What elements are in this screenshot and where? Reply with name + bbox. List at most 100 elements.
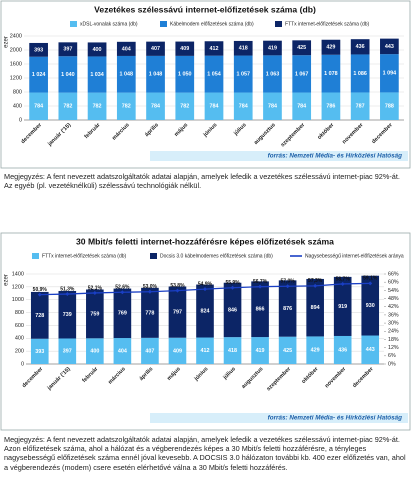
bar-segment bbox=[278, 280, 297, 337]
bar-segment bbox=[251, 337, 269, 364]
value-label: 1 067 bbox=[295, 71, 309, 77]
value-label: 784 bbox=[297, 104, 306, 110]
value-label: 824 bbox=[201, 308, 210, 314]
value-label: 418 bbox=[239, 46, 248, 52]
line-marker bbox=[92, 290, 97, 295]
y2-tick-label: 0% bbox=[388, 361, 396, 367]
value-label: 1 040 bbox=[61, 72, 75, 78]
value-label: 418 bbox=[228, 348, 237, 354]
bar-segment bbox=[233, 55, 253, 93]
value-label: 429 bbox=[311, 348, 320, 354]
value-label: 407 bbox=[145, 348, 154, 354]
value-label: 784 bbox=[34, 104, 43, 110]
value-label: 400 bbox=[93, 47, 102, 53]
value-label: 1 078 bbox=[324, 71, 338, 77]
value-label: 788 bbox=[385, 104, 394, 110]
legend-swatch bbox=[150, 253, 157, 259]
value-label: 782 bbox=[180, 104, 189, 110]
bar-segment bbox=[204, 55, 224, 93]
value-label: 782 bbox=[63, 104, 72, 110]
y2-tick-label: 66% bbox=[388, 271, 399, 277]
line-marker bbox=[368, 281, 373, 286]
value-label: 412 bbox=[201, 348, 210, 354]
line-marker bbox=[258, 284, 263, 289]
bar-segment bbox=[58, 338, 77, 364]
y2-tick-label: 12% bbox=[388, 345, 399, 351]
bar-segment bbox=[87, 92, 107, 120]
value-label: 436 bbox=[338, 347, 347, 353]
source: forrás: Nemzeti Média- és Hírközlési Hat… bbox=[268, 415, 403, 422]
legend-label: FTTx internet-előfizetések száma (db) bbox=[42, 253, 127, 259]
bar-segment bbox=[292, 55, 312, 93]
value-label: 778 bbox=[145, 310, 154, 316]
bar-segment bbox=[175, 92, 195, 120]
bar-segment bbox=[87, 56, 107, 93]
bar-segment bbox=[380, 92, 399, 120]
value-label: 1 086 bbox=[353, 71, 367, 77]
value-label: 436 bbox=[356, 44, 365, 50]
y-tick-label: 200 bbox=[15, 349, 24, 355]
value-label: 54,9% bbox=[198, 281, 213, 287]
value-label: 894 bbox=[311, 305, 320, 311]
value-label: 784 bbox=[239, 104, 248, 110]
value-label: 50,9% bbox=[33, 287, 48, 293]
y2-tick-label: 60% bbox=[388, 280, 399, 286]
line-marker bbox=[120, 290, 125, 295]
y-tick-label: 1000 bbox=[12, 297, 24, 303]
y-tick-label: 800 bbox=[15, 310, 24, 316]
bar-segment bbox=[333, 276, 352, 336]
value-label: 56,7% bbox=[253, 279, 268, 285]
value-label: 1 024 bbox=[32, 72, 46, 78]
bar-segment bbox=[361, 275, 380, 336]
value-label: 419 bbox=[256, 348, 265, 354]
bar-segment bbox=[58, 42, 78, 57]
bar-segment bbox=[146, 41, 165, 56]
chart-title: Vezetékes szélessávú internet-előfizetés… bbox=[94, 4, 316, 14]
bar-segment bbox=[58, 290, 77, 339]
bar-segment bbox=[350, 54, 370, 93]
value-label: 759 bbox=[90, 311, 99, 317]
bar-segment bbox=[251, 281, 269, 338]
line-marker bbox=[230, 285, 235, 290]
bar-segment bbox=[278, 336, 297, 364]
value-label: 58,7% bbox=[336, 276, 351, 282]
value-label: 1 034 bbox=[90, 72, 104, 78]
legend-label: Kábelmodem előfizetések száma (db) bbox=[170, 21, 254, 27]
bar-segment bbox=[350, 92, 370, 120]
line-marker bbox=[65, 292, 70, 297]
value-label: 1 054 bbox=[207, 72, 221, 78]
legend-label: Docsis 3.0 kábelmodemes előfizetések szá… bbox=[160, 253, 273, 259]
value-label: 787 bbox=[356, 104, 365, 110]
bar-segment bbox=[233, 92, 253, 120]
bar-segment bbox=[141, 337, 159, 364]
value-label: 930 bbox=[366, 303, 375, 309]
line-marker bbox=[175, 288, 180, 293]
bar-segment bbox=[146, 92, 165, 120]
value-label: 419 bbox=[268, 45, 277, 51]
source: forrás: Nemzeti Média- és Hírközlési Hat… bbox=[268, 153, 403, 160]
value-label: 404 bbox=[118, 348, 127, 354]
value-label: 404 bbox=[122, 46, 131, 52]
value-label: 425 bbox=[297, 45, 306, 51]
value-label: 393 bbox=[35, 349, 44, 355]
value-label: 786 bbox=[326, 104, 335, 110]
value-label: 1 048 bbox=[149, 72, 163, 78]
legend-swatch bbox=[160, 21, 167, 27]
value-label: 1 057 bbox=[236, 71, 250, 77]
value-label: 866 bbox=[256, 307, 265, 313]
value-label: 1 050 bbox=[178, 72, 192, 78]
bar-segment bbox=[168, 286, 187, 338]
value-label: 739 bbox=[63, 312, 72, 318]
value-label: 59,1% bbox=[363, 276, 378, 282]
bar-segment bbox=[292, 92, 312, 120]
value-label: 407 bbox=[151, 46, 160, 52]
value-label: 52,6% bbox=[115, 285, 130, 291]
bar-segment bbox=[58, 92, 78, 120]
bar-segment bbox=[141, 287, 159, 338]
y-axis-label: ezer bbox=[4, 274, 10, 286]
line-marker bbox=[285, 284, 290, 289]
bar-segment bbox=[113, 288, 132, 339]
value-label: 443 bbox=[385, 44, 394, 50]
bar-segment bbox=[263, 40, 282, 56]
y-tick-label: 0 bbox=[19, 117, 22, 123]
